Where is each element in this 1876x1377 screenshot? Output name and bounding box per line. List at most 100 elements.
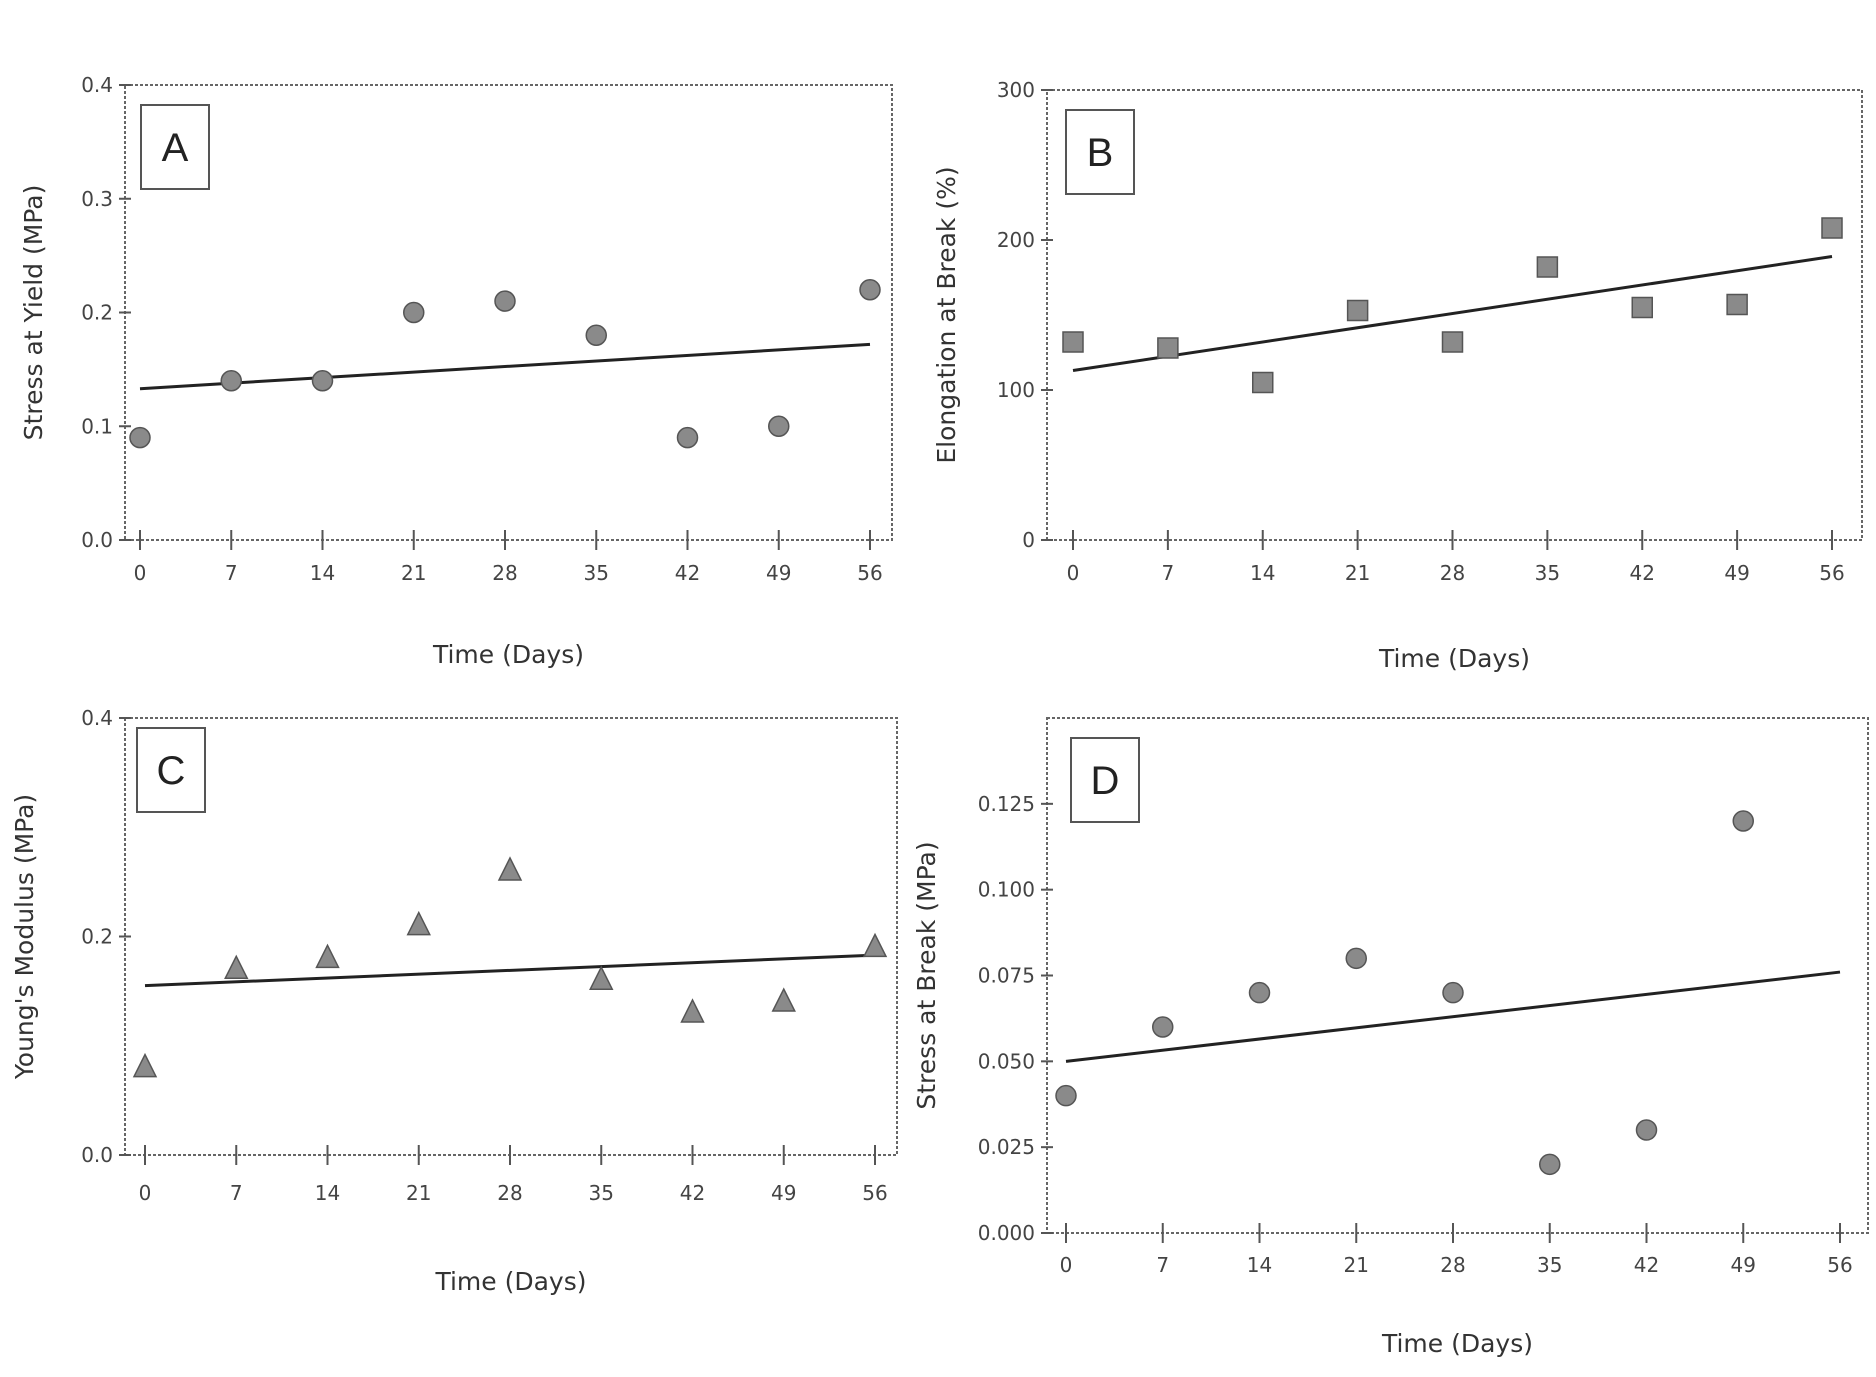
x-tick-label: 49 xyxy=(1724,561,1749,585)
data-point xyxy=(1726,293,1748,316)
trend-line xyxy=(139,342,871,391)
y-tick-label: 0.4 xyxy=(81,73,113,97)
data-point xyxy=(403,301,425,324)
x-tick-label: 56 xyxy=(1819,561,1844,585)
y-tick-label: 0.4 xyxy=(81,706,113,730)
x-tick-label: 0 xyxy=(1067,561,1080,585)
data-point xyxy=(680,998,705,1023)
y-tick-label: 0.0 xyxy=(81,1143,113,1167)
x-tick-label: 7 xyxy=(230,1181,243,1205)
data-point xyxy=(497,856,523,881)
y-tick-label: 200 xyxy=(997,228,1035,252)
data-point xyxy=(1732,810,1754,832)
x-tick-label: 35 xyxy=(589,1181,614,1205)
x-tick-label: 35 xyxy=(1535,561,1560,585)
data-point xyxy=(1062,331,1084,353)
trend-line xyxy=(1072,255,1833,372)
data-point xyxy=(224,954,249,980)
plot-frame xyxy=(1046,89,1863,541)
y-tick-label: 0.050 xyxy=(978,1049,1035,1073)
x-tick-label: 28 xyxy=(497,1181,522,1205)
y-tick-label: 0.100 xyxy=(978,878,1035,902)
x-tick-label: 21 xyxy=(406,1181,431,1205)
y-axis-label: Stress at Yield (MPa) xyxy=(19,185,48,441)
panel-c: 0.0 0.2 0.4 0 7 14 21 28 35 42 49 56 Time (Days) Youn… xyxy=(10,706,898,1296)
x-tick-label: 14 xyxy=(315,1181,340,1205)
y-tick-label: 0.2 xyxy=(81,925,113,949)
data-point xyxy=(1635,1119,1658,1141)
x-tick-label: 0 xyxy=(1060,1253,1073,1277)
x-tick-label: 7 xyxy=(1156,1253,1169,1277)
data-point xyxy=(768,415,790,437)
y-tick-label: 100 xyxy=(997,378,1035,402)
data-point xyxy=(129,426,151,449)
x-tick-label: 14 xyxy=(310,561,335,585)
data-point xyxy=(406,910,431,936)
x-tick-label: 28 xyxy=(1440,561,1465,585)
x-tick-label: 56 xyxy=(862,1181,887,1205)
data-point xyxy=(862,932,888,958)
y-tick-label: 0 xyxy=(1022,528,1035,552)
x-tick-label: 56 xyxy=(1827,1253,1852,1277)
trend-line xyxy=(144,953,876,988)
x-tick-label: 7 xyxy=(1162,561,1175,585)
x-tick-label: 35 xyxy=(584,561,609,585)
y-tick-label: 0.2 xyxy=(81,301,113,325)
y-tick-label: 0.1 xyxy=(81,414,113,438)
data-point xyxy=(1157,337,1179,359)
data-point xyxy=(676,426,699,449)
panel-letter: A xyxy=(162,126,189,170)
data-point xyxy=(315,943,340,969)
y-axis-label: Young's Modulus (MPa) xyxy=(10,794,39,1080)
x-axis-label: Time (Days) xyxy=(1381,1329,1533,1358)
panel-b: 0 100 200 300 0 7 14 21 28 35 42 49 56 Time (Days) Elo… xyxy=(932,78,1863,673)
data-point xyxy=(585,324,607,346)
x-tick-label: 49 xyxy=(1731,1253,1756,1277)
x-tick-label: 0 xyxy=(134,561,147,585)
x-tick-label: 28 xyxy=(1440,1253,1465,1277)
x-axis-label: Time (Days) xyxy=(432,640,584,669)
panel-letter-box xyxy=(1065,109,1135,195)
data-point xyxy=(589,965,614,990)
panel-d: 0.000 0.025 0.050 0.075 0.100 0.125 0 7 14 21 28 35… xyxy=(912,717,1869,1358)
x-tick-label: 35 xyxy=(1537,1253,1562,1277)
data-point xyxy=(1252,371,1274,394)
x-tick-label: 21 xyxy=(401,561,426,585)
y-tick-label: 0.075 xyxy=(978,964,1035,988)
panel-letter-box xyxy=(140,104,210,190)
panel-letter-box xyxy=(1070,737,1140,823)
x-tick-label: 21 xyxy=(1345,561,1370,585)
data-point xyxy=(220,370,242,392)
data-point xyxy=(1539,1153,1561,1176)
y-axis-label: Stress at Break (MPa) xyxy=(912,841,941,1109)
data-point xyxy=(1346,299,1369,322)
x-tick-label: 14 xyxy=(1247,1253,1272,1277)
data-point xyxy=(1631,296,1653,319)
x-tick-label: 0 xyxy=(139,1181,152,1205)
x-tick-label: 42 xyxy=(675,561,700,585)
data-point xyxy=(132,1052,158,1078)
data-point xyxy=(859,279,881,301)
data-point xyxy=(1248,981,1271,1004)
x-tick-label: 7 xyxy=(225,561,238,585)
trend-line xyxy=(1065,970,1841,1063)
y-tick-label: 0.000 xyxy=(978,1221,1035,1245)
data-point xyxy=(1152,1016,1174,1038)
data-point xyxy=(1345,947,1367,970)
x-tick-label: 42 xyxy=(680,1181,705,1205)
x-tick-label: 28 xyxy=(492,561,517,585)
x-tick-label: 14 xyxy=(1250,561,1275,585)
x-tick-label: 49 xyxy=(766,561,791,585)
data-point xyxy=(1821,217,1843,239)
y-tick-label: 0.0 xyxy=(81,528,113,552)
plot-frame xyxy=(1046,717,1869,1234)
data-point xyxy=(1536,256,1559,278)
panel-letter-box xyxy=(136,727,206,813)
y-tick-label: 300 xyxy=(997,78,1035,102)
panel-letter: D xyxy=(1091,759,1120,803)
y-tick-label: 0.025 xyxy=(978,1135,1035,1159)
data-point xyxy=(771,987,796,1012)
data-point xyxy=(1055,1084,1077,1107)
panel-letter: B xyxy=(1087,131,1114,175)
